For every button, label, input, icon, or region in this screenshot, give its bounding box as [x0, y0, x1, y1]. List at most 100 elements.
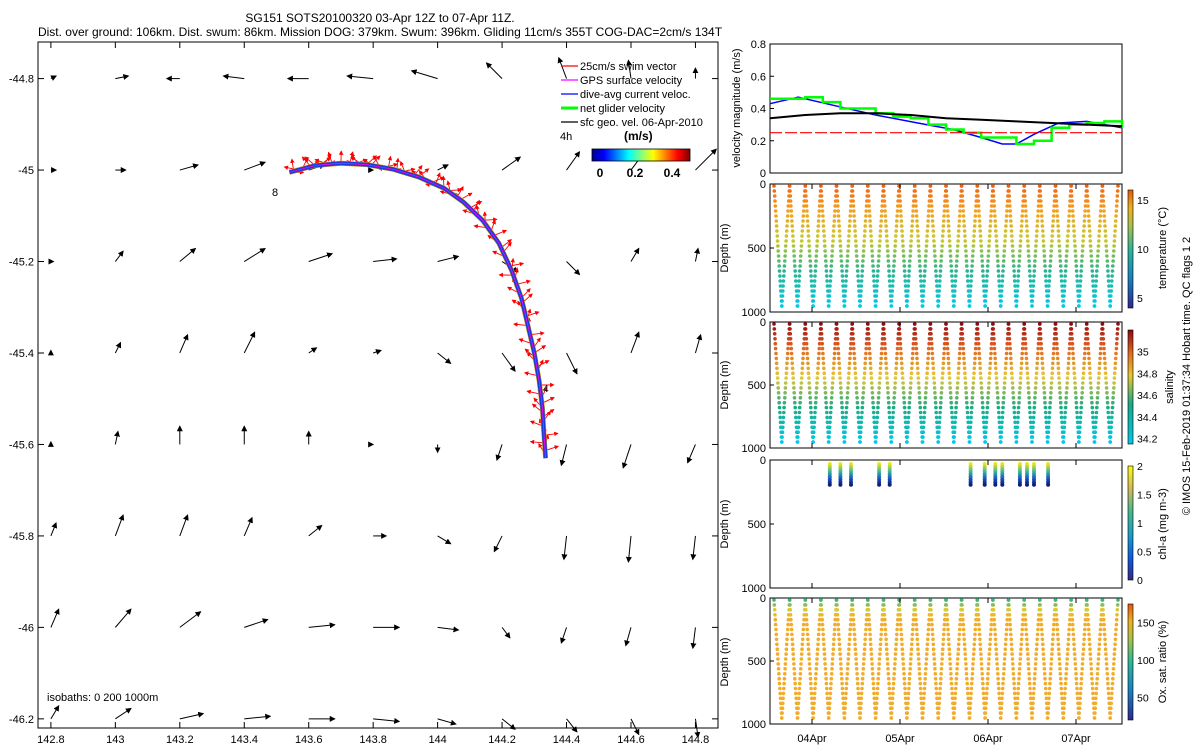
profile-point: [996, 259, 1000, 263]
profile-point: [836, 627, 841, 632]
profile-point: [988, 642, 992, 647]
profile-point: [1088, 381, 1093, 385]
profile-point: [1106, 681, 1110, 686]
profile-point: [912, 184, 917, 188]
profile-point: [868, 361, 873, 366]
profile-point: [1034, 234, 1039, 238]
profile-point: [993, 627, 997, 632]
profile-point: [910, 637, 914, 642]
profile-point: [837, 366, 842, 371]
profile-point: [1008, 341, 1012, 346]
profile-point: [1006, 322, 1011, 326]
profile-point: [846, 652, 851, 656]
profile-point: [973, 632, 977, 637]
profile-point: [1042, 672, 1047, 676]
profile-point: [1072, 642, 1076, 647]
profile-point: [848, 209, 853, 213]
profile-point: [1016, 681, 1021, 686]
profile-point: [1009, 637, 1013, 642]
profile-point: [1087, 229, 1092, 233]
profile-point: [911, 622, 915, 627]
profile-point: [1011, 391, 1015, 395]
profile-point: [1097, 239, 1101, 243]
profile-point: [946, 224, 951, 228]
profile-point: [858, 440, 862, 444]
profile-point: [836, 209, 840, 213]
chla-axes-box: [769, 459, 1123, 589]
profile-point: [922, 284, 926, 288]
profile-point: [1036, 204, 1041, 208]
profile-point: [965, 410, 970, 415]
profile-point: [1101, 337, 1106, 341]
profile-point: [991, 194, 996, 198]
profile-point: [945, 199, 949, 203]
profile-point: [823, 662, 827, 666]
profile-point: [1054, 189, 1058, 193]
profile-point: [1104, 662, 1109, 666]
profile-point: [970, 391, 975, 395]
profile-point: [1071, 351, 1075, 356]
profile-point: [785, 224, 789, 228]
profile-point: [952, 716, 956, 720]
profile-point: [775, 229, 779, 233]
profile-point: [950, 415, 954, 420]
profile-point: [1061, 304, 1066, 308]
profile-point: [1018, 657, 1023, 661]
profile-point: [1101, 608, 1105, 612]
profile-point: [1087, 642, 1092, 647]
profile-point: [1116, 322, 1120, 326]
profile-point: [1038, 608, 1043, 612]
profile-point: [1001, 676, 1006, 681]
profile-point: [1055, 627, 1060, 632]
profile-point: [862, 657, 866, 661]
profile-point: [1086, 204, 1090, 208]
profile-point: [792, 386, 796, 390]
profile-point: [1086, 617, 1090, 622]
profile-point: [1090, 274, 1095, 278]
profile-point: [1004, 632, 1009, 637]
profile-point: [900, 234, 905, 238]
profile-point: [1035, 356, 1040, 361]
profile-point: [839, 254, 843, 258]
profile-point: [946, 627, 950, 632]
profile-point: [828, 274, 833, 278]
geo-vector-arrow: [179, 711, 205, 720]
profile-point: [846, 239, 851, 243]
profile-point: [1098, 361, 1102, 366]
profile-point: [1057, 386, 1062, 390]
profile-point: [1105, 396, 1110, 400]
profile-point: [832, 214, 837, 218]
profile-point: [1070, 341, 1075, 346]
profile-point: [1024, 214, 1028, 218]
profile-point: [969, 681, 974, 686]
profile-point: [984, 691, 989, 696]
profile-point: [854, 381, 858, 385]
colorbar-tick-label: 34.4: [1137, 412, 1158, 424]
profile-point: [837, 637, 841, 642]
profile-point: [946, 361, 951, 366]
time-tick-label: 04Apr: [797, 733, 827, 745]
profile-point: [880, 617, 884, 622]
profile-point: [941, 229, 945, 233]
profile-point: [1059, 269, 1063, 273]
profile-point: [980, 259, 984, 263]
profile-point: [1110, 269, 1115, 273]
profile-point: [782, 676, 787, 681]
profile-point: [934, 691, 939, 696]
profile-point: [803, 322, 808, 326]
profile-point: [1047, 284, 1051, 288]
profile-point: [1004, 219, 1009, 223]
profile-point: [803, 603, 808, 607]
profile-point: [965, 681, 969, 686]
profile-point: [906, 284, 910, 288]
profile-point: [1036, 214, 1040, 218]
profile-point: [1103, 234, 1108, 238]
profile-point: [1004, 361, 1008, 366]
profile-point: [913, 337, 918, 341]
profile-point: [1085, 194, 1090, 198]
profile-point: [985, 405, 990, 410]
profile-point: [894, 637, 899, 642]
profile-point: [966, 696, 970, 701]
profile-point: [1025, 224, 1029, 228]
profile-point: [1065, 249, 1069, 253]
